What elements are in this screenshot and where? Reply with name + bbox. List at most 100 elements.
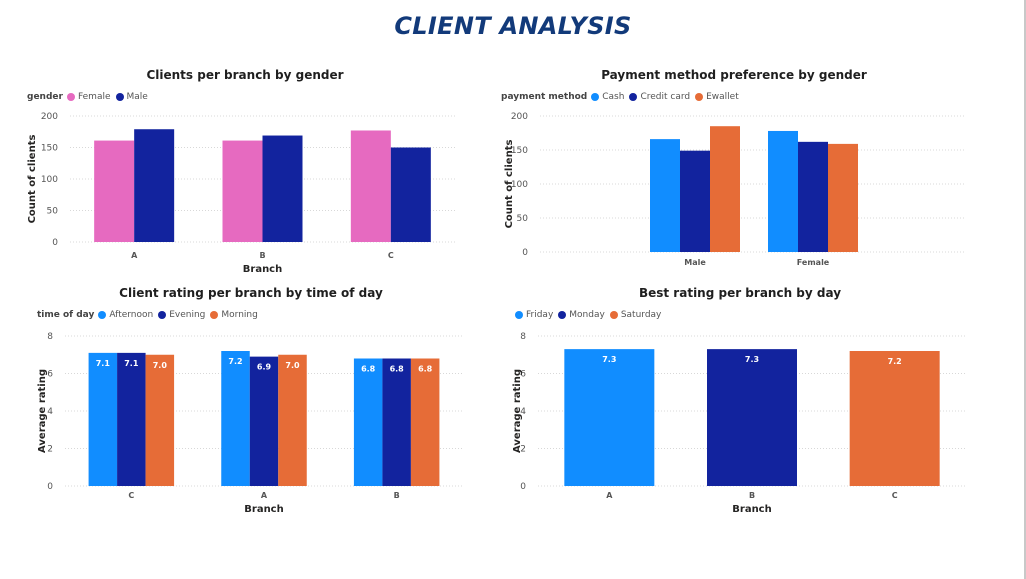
y-tick-label: 4 [47,407,53,417]
legend-item[interactable]: Male [115,92,148,102]
bar-ewallet-female[interactable] [828,143,858,252]
legend-swatch [609,311,618,319]
y-tick-label: 0 [520,482,526,492]
x-tick-label: C [128,491,134,500]
bar-saturday-c[interactable] [849,351,940,486]
legend-item[interactable]: Saturday [609,310,662,320]
legend-item[interactable]: Monday [558,310,605,320]
y-tick-label: 8 [520,332,526,342]
bar-cash-male[interactable] [650,139,680,252]
legend-item[interactable]: Credit card [629,92,690,102]
legend-item[interactable]: Female [66,92,111,102]
bar-cash-female[interactable] [768,130,798,252]
bar-morning-b[interactable] [410,358,440,487]
legend-label: Friday [526,310,554,320]
x-axis-title: Branch [244,504,283,515]
bar-afternoon-a[interactable] [221,351,250,486]
bar-morning-c[interactable] [145,354,175,486]
x-tick-label: B [394,491,400,500]
legend-swatch [158,311,167,319]
bar-female-a[interactable] [94,140,135,242]
data-label: 6.8 [361,365,376,374]
y-axis-title: Average rating [37,369,48,453]
chart-legend: Friday Monday Saturday [515,310,666,320]
x-tick-label: C [892,491,898,500]
bar-credit-card-male[interactable] [680,150,710,252]
legend-label: Monday [569,310,605,320]
data-label: 7.1 [124,359,139,368]
bar-evening-a[interactable] [249,356,279,486]
legend-item[interactable]: Friday [515,310,553,320]
legend-swatch [66,93,75,101]
y-tick-label: 2 [520,445,526,455]
data-label: 6.8 [390,365,405,374]
data-label: 6.8 [418,365,433,374]
legend-label: Female [77,92,111,102]
x-axis-title: Branch [732,504,771,515]
legend-item[interactable]: Afternoon [98,310,153,320]
legend-swatch [515,311,523,319]
legend-title: time of day [37,310,95,320]
legend-item[interactable]: Evening [158,310,205,320]
bar-friday-a[interactable] [564,349,655,486]
y-tick-label: 6 [47,370,53,380]
legend-swatch [695,93,704,101]
legend-label: Cash [602,92,625,102]
legend-swatch [558,311,567,319]
legend-label: Morning [221,310,258,320]
legend-swatch [210,311,219,319]
y-tick-label: 6 [520,370,526,380]
x-tick-label: B [259,251,265,260]
y-tick-label: 50 [517,214,529,224]
bar-male-a[interactable] [134,129,175,242]
bar-female-c[interactable] [350,130,391,242]
bar-male-c[interactable] [390,147,431,243]
bar-afternoon-c[interactable] [88,352,118,486]
chart-legend: gender Female Male [27,92,153,102]
data-label: 7.3 [745,355,759,364]
page-title: CLIENT ANALYSIS [394,12,632,40]
data-label: 7.1 [96,359,111,368]
y-axis-title: Count of clients [27,135,38,224]
chart-panel-rating-by-time: Client rating per branch by time of day … [35,282,467,522]
legend-label: Saturday [620,310,662,320]
x-tick-label: A [606,491,613,500]
legend-item[interactable]: Cash [591,92,624,102]
chart-svg: 0 50 100 150 200 Count of clients A B C Branch [27,112,455,275]
y-tick-label: 100 [41,175,58,185]
data-label: 7.0 [153,361,168,370]
bar-morning-a[interactable] [278,354,307,486]
y-axis-title: Average rating [512,369,523,453]
y-tick-label: 200 [511,112,528,122]
y-tick-label: 0 [52,238,58,248]
y-tick-label: 100 [511,180,528,190]
legend-item[interactable]: Morning [210,310,258,320]
y-tick-label: 150 [511,146,528,156]
x-axis-title: Branch [243,264,282,275]
legend-label: Evening [169,310,206,320]
bar-ewallet-male[interactable] [710,126,740,252]
chart-svg: 0 50 100 150 200 Count of clients Male Female [504,112,966,267]
x-tick-label: Male [684,258,706,267]
chart-legend: payment method Cash Credit card Ewallet [501,92,744,102]
data-label: 7.2 [228,357,242,366]
y-tick-label: 8 [47,332,53,342]
bar-afternoon-b[interactable] [353,358,383,487]
legend-item[interactable]: Ewallet [695,92,739,102]
legend-label: Credit card [640,92,691,102]
bar-male-b[interactable] [262,135,303,242]
legend-swatch [115,93,124,101]
data-label: 7.2 [888,357,902,366]
bar-evening-b[interactable] [382,358,411,487]
legend-swatch [591,93,600,101]
legend-label: Male [126,92,148,102]
legend-label: Ewallet [706,92,739,102]
legend-swatch [629,93,638,101]
chart-title: Best rating per branch by day [638,286,842,300]
right-border [1024,0,1026,579]
data-label: 7.0 [285,361,300,370]
bar-monday-b[interactable] [707,349,797,486]
bar-evening-c[interactable] [117,352,146,486]
bar-female-b[interactable] [222,140,263,242]
bar-credit-card-female[interactable] [798,141,828,252]
